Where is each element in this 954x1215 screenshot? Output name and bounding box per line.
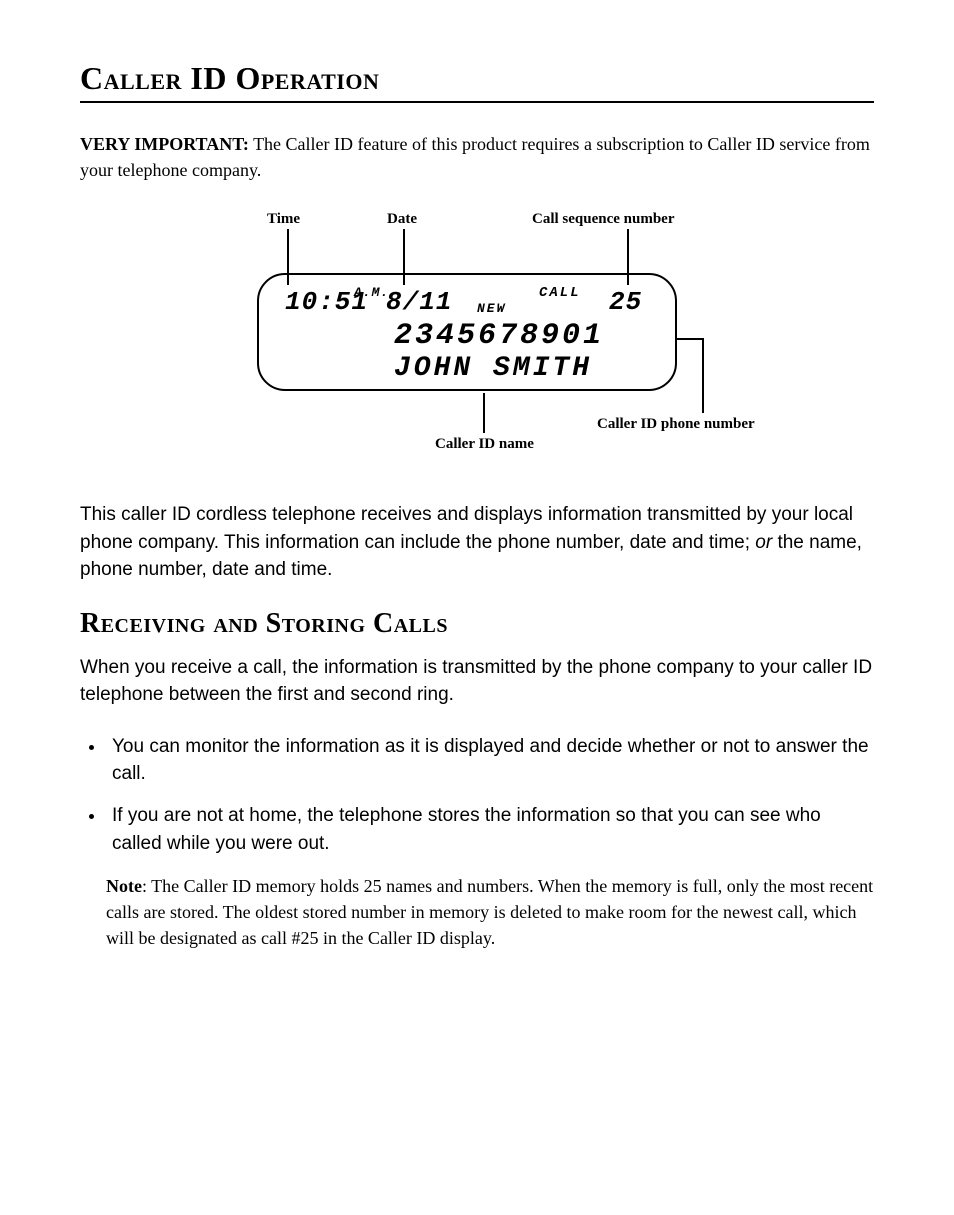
bullet-list: You can monitor the information as it is… [80, 733, 874, 857]
note-bold: Note [106, 876, 142, 896]
body-paragraph: This caller ID cordless telephone receiv… [80, 501, 874, 584]
lcd-new: NEW [477, 301, 506, 316]
bullet-item: You can monitor the information as it is… [106, 733, 874, 788]
leader-phone-h [677, 338, 702, 340]
note-paragraph: Note: The Caller ID memory holds 25 name… [106, 873, 874, 951]
label-date: Date [387, 211, 417, 228]
lcd-date: 8/11 [386, 287, 452, 317]
lcd-phone: 2345678901 [394, 319, 604, 353]
body-or: or [755, 532, 772, 553]
bullet-item: If you are not at home, the telephone st… [106, 802, 874, 857]
label-caller-phone: Caller ID phone number [597, 416, 755, 433]
lcd-name: JOHN SMITH [394, 353, 592, 384]
intro-paragraph: VERY IMPORTANT: The Caller ID feature of… [80, 131, 874, 183]
leader-phone-v [702, 338, 704, 413]
lcd-ampm: A.M. [354, 285, 389, 300]
lcd-call-number: 25 [609, 287, 642, 317]
section-subtitle: Receiving and Storing Calls [80, 608, 874, 640]
body-text-1: This caller ID cordless telephone receiv… [80, 504, 853, 553]
page-title: Caller ID Operation [80, 60, 874, 103]
sub-paragraph: When you receive a call, the information… [80, 654, 874, 709]
label-call-sequence: Call sequence number [532, 211, 675, 228]
lcd-screen: 10:51 A.M. 8/11 NEW CALL 25 2345678901 J… [257, 273, 677, 391]
lcd-call-label: CALL [539, 285, 581, 301]
label-time: Time [267, 211, 300, 228]
note-rest: : The Caller ID memory holds 25 names an… [106, 876, 873, 948]
intro-bold: VERY IMPORTANT: [80, 134, 249, 154]
diagram-container: Time Date Call sequence number 10:51 A.M… [80, 211, 874, 471]
label-caller-name: Caller ID name [435, 436, 534, 453]
caller-id-diagram: Time Date Call sequence number 10:51 A.M… [217, 211, 737, 471]
leader-name [483, 393, 485, 433]
